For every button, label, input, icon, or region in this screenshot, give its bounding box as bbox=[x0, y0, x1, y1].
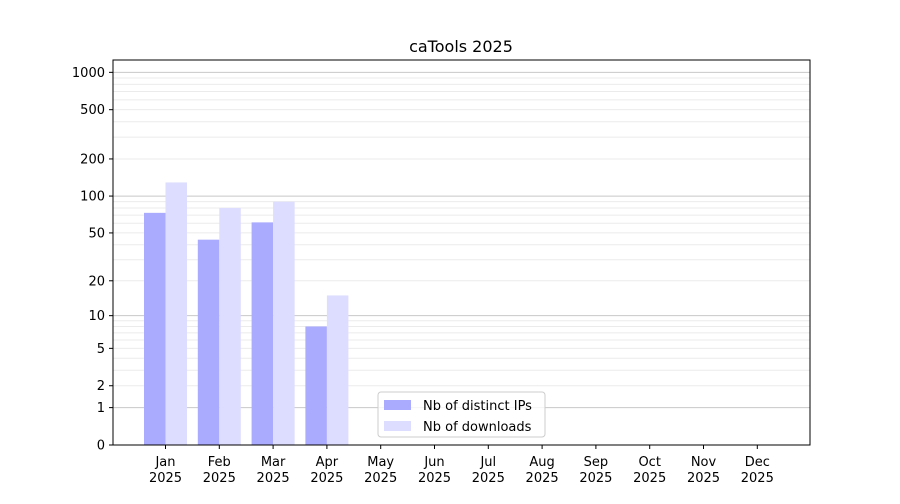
y-tick-label: 20 bbox=[88, 274, 105, 289]
x-tick-label-line: May bbox=[367, 455, 394, 470]
x-tick-label-line: Oct bbox=[638, 455, 660, 470]
x-tick-label: Mar 2025 bbox=[257, 455, 290, 486]
bar-distinct-ips bbox=[305, 326, 327, 445]
x-tick-label: Jan 2025 bbox=[149, 455, 182, 486]
x-tick-label-line: 2025 bbox=[741, 471, 774, 486]
bar-downloads bbox=[326, 295, 349, 445]
x-tick-label: Sep 2025 bbox=[579, 455, 612, 486]
x-tick-label: Dec 2025 bbox=[741, 455, 774, 486]
x-tick-label: May 2025 bbox=[364, 455, 397, 486]
bar-distinct-ips bbox=[251, 222, 274, 445]
x-tick-label-line: 2025 bbox=[687, 471, 720, 486]
x-tick-label-line: Dec bbox=[745, 455, 770, 470]
y-tick-label: 10 bbox=[88, 309, 105, 324]
x-tick-label-line: 2025 bbox=[257, 471, 290, 486]
y-tick-label: 200 bbox=[80, 152, 105, 167]
x-tick-label-line: Nov bbox=[691, 455, 717, 470]
legend: Nb of distinct IPs Nb of downloads bbox=[377, 391, 546, 438]
x-tick-label-line: Apr bbox=[316, 455, 339, 470]
y-tick-label: 500 bbox=[80, 103, 105, 118]
x-tick-label: Apr 2025 bbox=[310, 455, 343, 486]
legend-label: Nb of distinct IPs bbox=[423, 399, 532, 414]
chart-title: caTools 2025 bbox=[409, 37, 513, 56]
legend-box bbox=[377, 391, 546, 438]
bar-downloads bbox=[273, 201, 295, 445]
y-tick-label: 0 bbox=[97, 439, 105, 454]
x-tick-label-line: 2025 bbox=[203, 471, 236, 486]
bar-distinct-ips bbox=[144, 212, 166, 445]
x-tick-label-line: 2025 bbox=[579, 471, 612, 486]
y-tick-label: 50 bbox=[88, 226, 105, 241]
legend-label: Nb of downloads bbox=[423, 420, 532, 435]
x-tick-label-line: Mar bbox=[261, 455, 286, 470]
x-tick-label-line: 2025 bbox=[472, 471, 505, 486]
x-tick-label-line: Jul bbox=[479, 455, 496, 470]
bar-downloads bbox=[165, 182, 187, 445]
x-tick-label-line: 2025 bbox=[310, 471, 343, 486]
bar-downloads bbox=[219, 207, 241, 445]
y-tick-label: 1 bbox=[97, 401, 105, 416]
x-tick-label: Jul 2025 bbox=[472, 455, 505, 486]
x-tick-label: Jun 2025 bbox=[418, 455, 451, 486]
plot-frame bbox=[112, 59, 811, 446]
x-tick-label-line: 2025 bbox=[149, 471, 182, 486]
y-tick-label: 1000 bbox=[72, 66, 105, 81]
x-tick-label: Feb 2025 bbox=[203, 455, 236, 486]
x-tick-label-line: Aug bbox=[529, 455, 554, 470]
x-tick-label: Nov 2025 bbox=[687, 455, 720, 486]
legend-swatch bbox=[384, 421, 411, 431]
x-tick-label: Aug 2025 bbox=[526, 455, 559, 486]
x-tick-label-line: 2025 bbox=[418, 471, 451, 486]
x-tick-label: Oct 2025 bbox=[633, 455, 666, 486]
x-tick-label-line: Jan bbox=[154, 455, 175, 470]
y-axis: 0 1 2 5 10 20 50 100 200 500 1000 bbox=[72, 66, 113, 454]
y-tick-label: 2 bbox=[97, 379, 105, 394]
y-tick-label: 100 bbox=[80, 190, 105, 205]
x-tick-label-line: Jun bbox=[423, 455, 444, 470]
x-tick-label-line: 2025 bbox=[526, 471, 559, 486]
y-tick-label: 5 bbox=[97, 342, 105, 357]
x-tick-label-line: Feb bbox=[208, 455, 231, 470]
legend-swatch bbox=[384, 400, 411, 410]
bar-distinct-ips bbox=[197, 239, 220, 445]
x-tick-label-line: Sep bbox=[584, 455, 609, 470]
x-tick-label-line: 2025 bbox=[633, 471, 666, 486]
x-tick-label-line: 2025 bbox=[364, 471, 397, 486]
bars bbox=[144, 182, 349, 445]
